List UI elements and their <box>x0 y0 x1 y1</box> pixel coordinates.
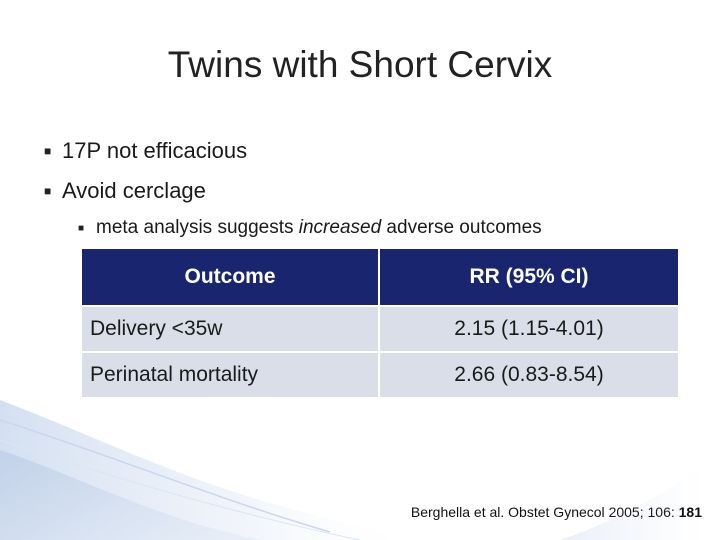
bullet-text: 17P not efficacious <box>62 138 248 163</box>
citation-authors: Berghella et al. <box>410 504 509 520</box>
citation-volume: 106 <box>647 504 671 520</box>
bullet-list: ■ 17P not efficacious ■ Avoid cerclage ■… <box>44 131 542 243</box>
header-rr: RR (95% CI) <box>380 249 678 305</box>
relative-risk-table: Outcome RR (95% CI) Delivery <35w 2.15 (… <box>80 247 680 399</box>
cell-rr: 2.15 (1.15-4.01) <box>380 307 678 351</box>
bullet-item: ■ Avoid cerclage <box>44 171 542 211</box>
square-bullet-icon: ■ <box>44 144 52 158</box>
cell-rr: 2.66 (0.83-8.54) <box>380 353 678 397</box>
square-bullet-icon: ■ <box>78 222 85 234</box>
sub-bullet-text-end: adverse outcomes <box>381 217 542 238</box>
citation: Berghella et al. Obstet Gynecol 2005; 10… <box>411 504 702 520</box>
table-header-row: Outcome RR (95% CI) <box>82 249 678 305</box>
citation-colon: : <box>670 504 679 520</box>
header-outcome: Outcome <box>82 249 378 305</box>
table-row: Delivery <35w 2.15 (1.15-4.01) <box>82 307 678 351</box>
citation-year: 2005 <box>608 504 640 520</box>
cell-outcome: Delivery <35w <box>82 307 378 351</box>
citation-page: 181 <box>678 504 702 520</box>
sub-bullet-text-start: meta analysis suggests <box>96 217 299 238</box>
bullet-item: ■ 17P not efficacious <box>44 131 542 171</box>
citation-journal: Obstet Gynecol <box>508 504 609 520</box>
sub-bullet-text: meta analysis suggests increased adverse… <box>96 217 542 239</box>
citation-sep: ; <box>639 504 648 520</box>
cell-outcome: Perinatal mortality <box>82 353 378 397</box>
bullet-text: Avoid cerclage <box>62 178 206 203</box>
table-row: Perinatal mortality 2.66 (0.83-8.54) <box>82 353 678 397</box>
sub-bullet-emphasis: increased <box>298 217 382 238</box>
slide-title: Twins with Short Cervix <box>167 44 553 85</box>
sub-bullet-item: ■ meta analysis suggests increased adver… <box>78 213 542 243</box>
square-bullet-icon: ■ <box>44 184 52 198</box>
